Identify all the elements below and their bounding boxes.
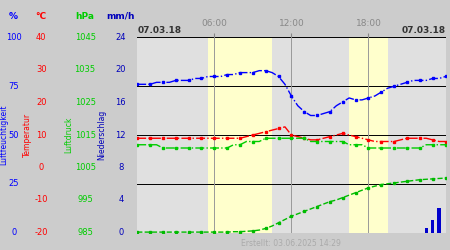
Text: 07.03.18: 07.03.18 [137, 26, 181, 35]
Text: Luftfeuchtigkeit: Luftfeuchtigkeit [0, 105, 9, 165]
Text: %: % [9, 12, 18, 21]
Text: 985: 985 [77, 228, 93, 237]
Text: hPa: hPa [76, 12, 94, 21]
Text: 30: 30 [36, 66, 46, 74]
Text: 10: 10 [36, 130, 46, 140]
Text: 40: 40 [36, 33, 46, 42]
Text: 100: 100 [6, 33, 22, 42]
Text: mm/h: mm/h [107, 12, 135, 21]
Text: 50: 50 [9, 130, 19, 140]
Text: 24: 24 [116, 33, 126, 42]
Bar [388, 38, 446, 232]
Text: 75: 75 [9, 82, 19, 91]
Text: 4: 4 [118, 196, 123, 204]
Text: 12: 12 [116, 130, 126, 140]
Bar [431, 220, 434, 232]
Text: 0: 0 [118, 228, 123, 237]
Text: 25: 25 [9, 179, 19, 188]
Text: Erstellt: 03.06.2025 14:29: Erstellt: 03.06.2025 14:29 [242, 238, 341, 248]
Bar [137, 38, 208, 232]
Text: 20: 20 [36, 98, 46, 107]
Text: 1045: 1045 [75, 33, 95, 42]
Text: -10: -10 [34, 196, 48, 204]
Bar [272, 38, 349, 232]
Text: 995: 995 [77, 196, 93, 204]
Text: Niederschlag: Niederschlag [97, 110, 106, 160]
Bar [437, 208, 441, 233]
Text: 1015: 1015 [75, 130, 95, 140]
Text: 1005: 1005 [75, 163, 95, 172]
Text: 07.03.18: 07.03.18 [401, 26, 446, 35]
Text: 1025: 1025 [75, 98, 95, 107]
Text: 16: 16 [116, 98, 126, 107]
Text: 0: 0 [39, 163, 44, 172]
Bar [208, 38, 272, 232]
Text: 1035: 1035 [75, 66, 96, 74]
Text: °C: °C [36, 12, 47, 21]
Text: -20: -20 [34, 228, 48, 237]
Text: Temperatur: Temperatur [23, 113, 32, 157]
Text: Luftdruck: Luftdruck [64, 117, 73, 153]
Text: 8: 8 [118, 163, 123, 172]
Bar [425, 228, 428, 232]
Text: 0: 0 [11, 228, 16, 237]
Text: 20: 20 [116, 66, 126, 74]
Bar [349, 38, 388, 232]
